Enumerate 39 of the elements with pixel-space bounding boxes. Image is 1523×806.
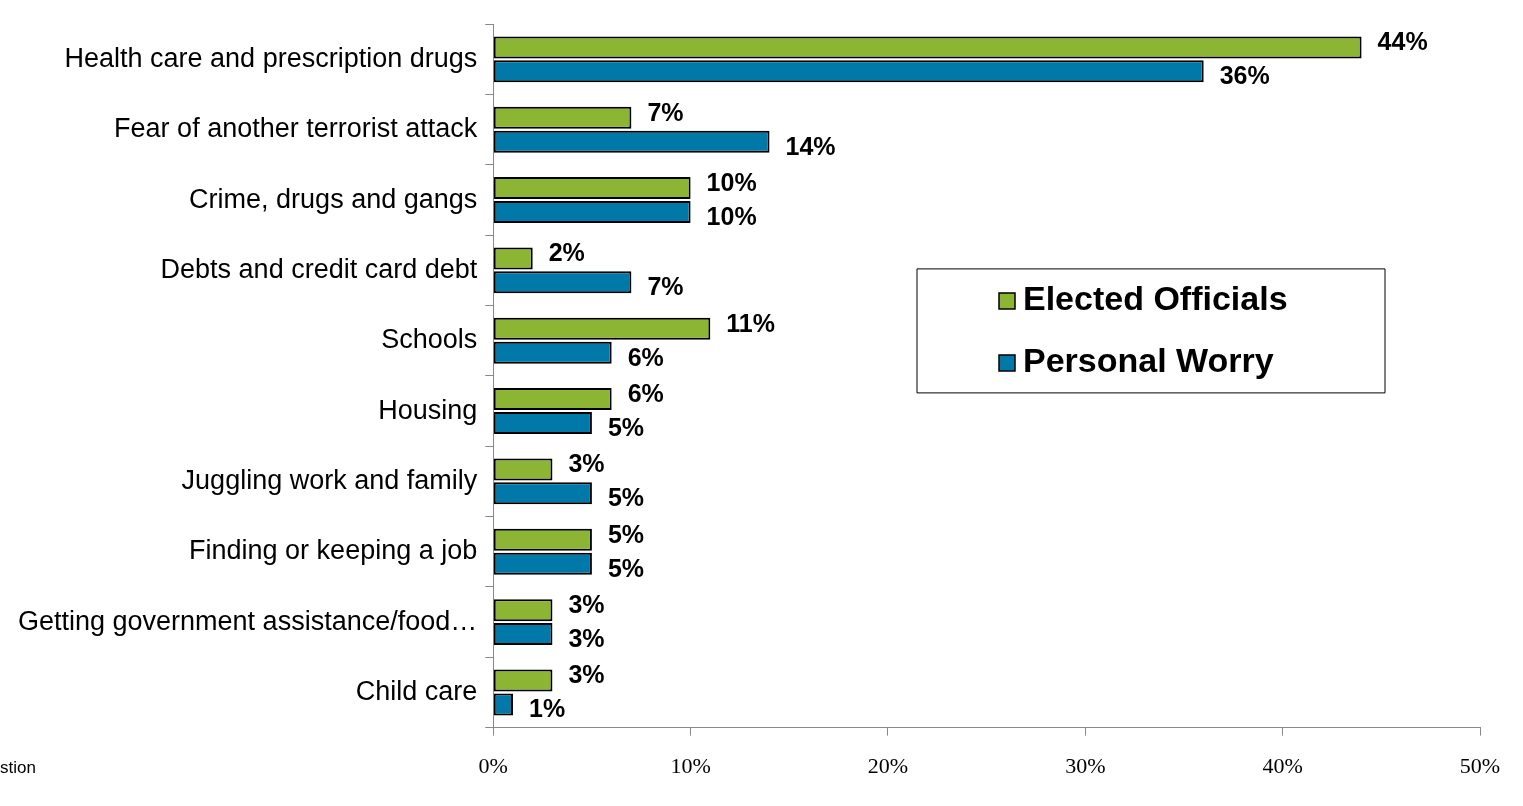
y-tick-label: Finding or keeping a job [189,535,478,566]
x-tick-label: 50% [1459,752,1501,778]
data-label: 10% [706,201,757,230]
data-label: 14% [785,131,836,160]
data-label: 44% [1377,27,1428,56]
x-tick-label: 20% [867,752,909,778]
data-label: 7% [647,97,684,126]
y-tick-label: Juggling work and family [181,464,478,495]
data-label: 6% [627,379,664,407]
legend-label: Personal Worry [1023,341,1274,380]
data-label: 3% [568,623,605,652]
data-label: 10% [706,167,757,196]
y-tick-label: Health care and prescription drugs [64,42,478,73]
data-label: 5% [607,519,645,548]
y-tick-label: Child care [355,675,478,706]
data-label: 11% [726,308,776,337]
data-label: 1% [528,694,566,723]
y-tick-label: Crime, drugs and gangs [189,183,478,214]
y-tick-label: Schools [381,324,478,355]
data-label: 3% [568,660,605,689]
data-label: 5% [607,483,645,512]
data-label: 6% [627,342,664,371]
x-tick-label: 0% [478,752,508,778]
y-tick-label: Getting government assistance/food… [17,605,478,636]
y-tick-label: Debts and credit card debt [160,253,478,284]
x-tick-label: 10% [670,752,711,778]
data-label: 5% [607,553,645,582]
text: stion [0,758,36,778]
data-label: 5% [607,412,645,441]
legend-label: Elected Officials [1023,279,1288,318]
data-label: 2% [548,238,585,267]
data-label: 3% [568,449,605,478]
x-tick-label: 30% [1065,752,1106,778]
y-tick-label: Fear of another terrorist attack [114,113,478,144]
data-label: 3% [568,590,605,619]
x-tick-label: 40% [1262,752,1303,778]
data-label: 36% [1219,61,1270,90]
y-tick-label: Housing [378,394,478,425]
data-label: 7% [647,272,684,301]
